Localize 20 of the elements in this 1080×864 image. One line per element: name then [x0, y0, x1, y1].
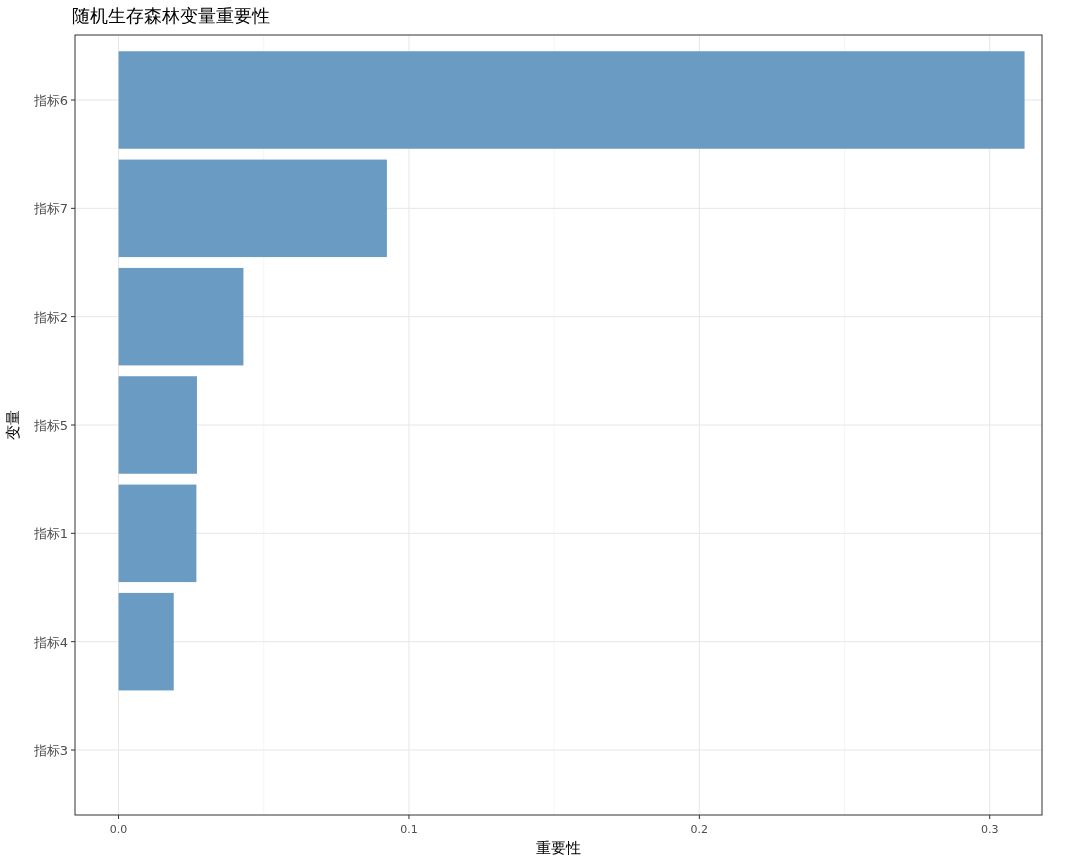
x-tick-label: 0.2 — [690, 823, 709, 836]
bar — [118, 159, 387, 258]
y-tick-label: 指标4 — [32, 634, 68, 650]
x-axis-title: 重要性 — [536, 839, 581, 857]
x-tick-label: 0.0 — [109, 823, 128, 836]
y-axis-title: 变量 — [4, 410, 22, 440]
chart-title: 随机生存森林变量重要性 — [72, 5, 270, 26]
bar — [118, 592, 174, 691]
y-tick-label: 指标1 — [32, 526, 68, 542]
y-tick-label: 指标3 — [32, 743, 68, 758]
y-tick-label: 指标2 — [32, 309, 68, 325]
y-tick-label: 指标7 — [32, 201, 68, 217]
y-tick-label: 指标5 — [32, 418, 68, 433]
bar — [118, 267, 244, 366]
x-tick-label: 0.1 — [400, 823, 418, 836]
bar — [118, 51, 1025, 149]
y-tick-label: 指标6 — [32, 93, 68, 108]
bar — [118, 484, 197, 583]
x-tick-label: 0.3 — [980, 823, 999, 836]
bar — [118, 376, 197, 474]
